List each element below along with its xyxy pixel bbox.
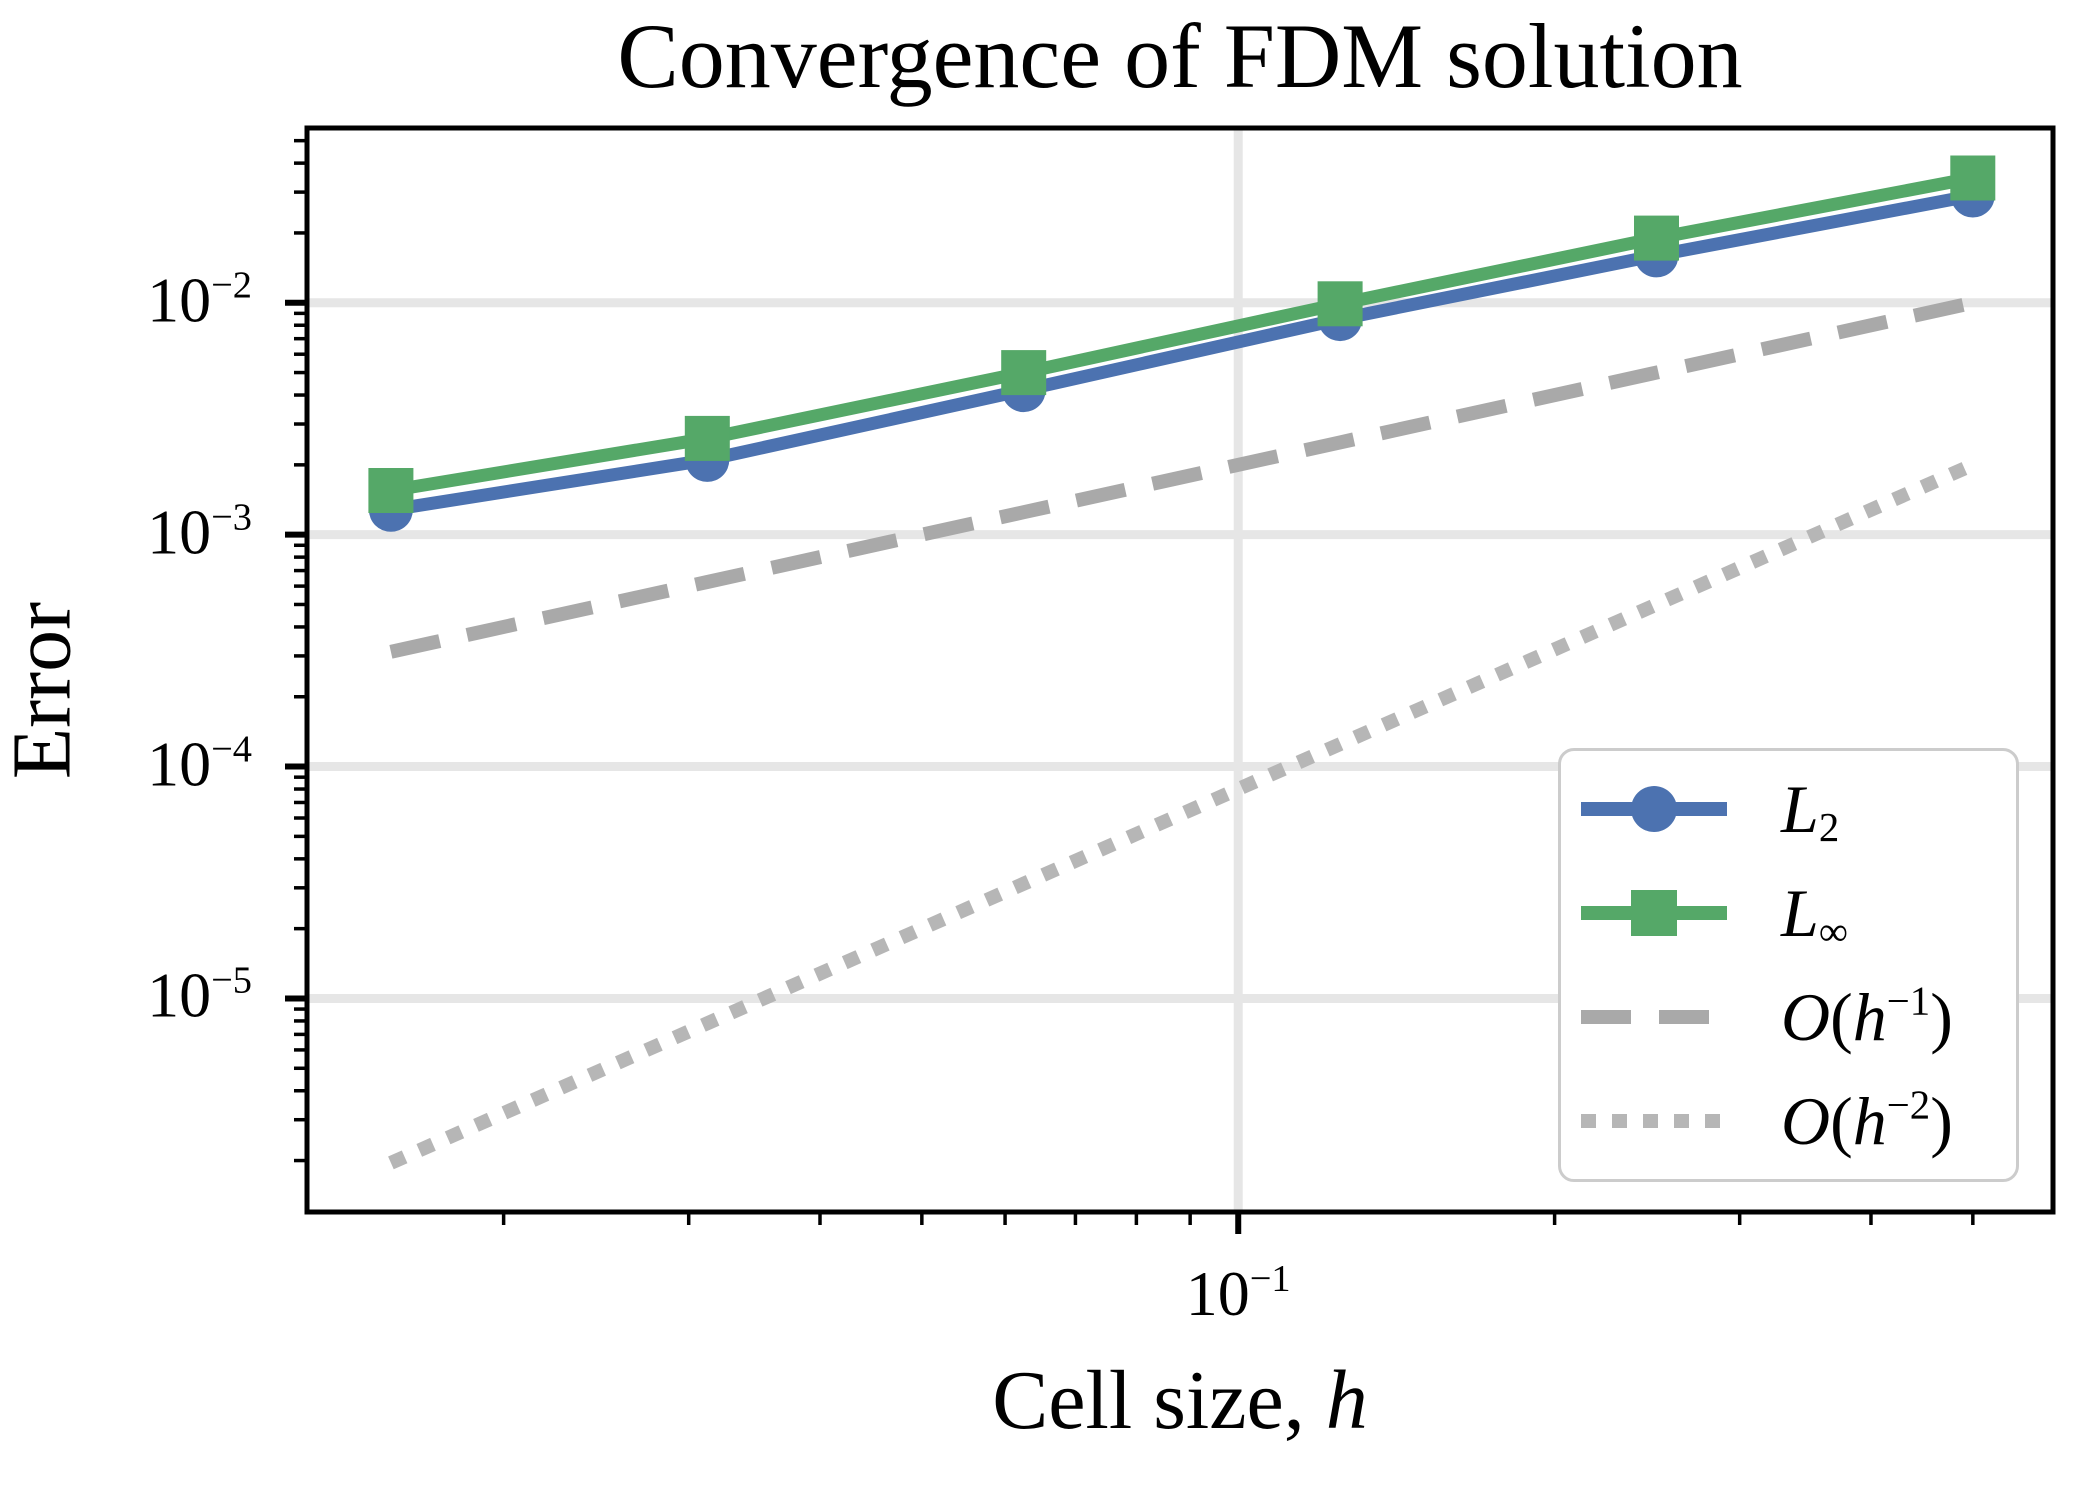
x-tick-label: 10−1: [1185, 1258, 1291, 1329]
order2-guide-line: [388, 458, 1976, 1170]
legend-sample: [1579, 881, 1729, 945]
linf-marker: [1317, 281, 1363, 327]
legend-item-label: O(h−2): [1781, 1082, 1953, 1159]
legend-item: O(h−1): [1561, 965, 2016, 1069]
chart-title: Convergence of FDM solution: [617, 5, 1743, 107]
legend-item-label: L2: [1781, 771, 1840, 850]
legend-sample: [1579, 985, 1729, 1049]
legend-sample-marker: [1631, 890, 1677, 936]
y-tick-label: 10−5: [147, 959, 252, 1031]
linf-marker: [684, 415, 730, 461]
plot-area-border: [304, 125, 2056, 1215]
legend-item: O(h−2): [1561, 1069, 2016, 1173]
linf-marker: [1950, 155, 1996, 201]
legend-sample: [1579, 777, 1729, 841]
y-tick-label: 10−3: [147, 496, 252, 568]
x-axis-label: Cell size, h: [992, 1354, 1368, 1447]
legend: L2 L∞ O(h−1) O(h−2): [1558, 748, 2019, 1182]
legend-item-label: O(h−1): [1781, 978, 1953, 1055]
legend-item-label: L∞: [1781, 875, 1848, 954]
y-tick-label: 10−2: [147, 264, 252, 336]
y-tick-label: 10−4: [147, 727, 252, 799]
legend-item: L2: [1561, 757, 2016, 861]
order1-guide-line: [389, 295, 1975, 659]
l2-line: [389, 189, 1975, 517]
legend-sample: [1579, 1089, 1729, 1153]
linf-marker: [1001, 350, 1047, 396]
legend-item: L∞: [1561, 861, 2016, 965]
linf-marker: [1634, 215, 1679, 261]
linf-marker: [368, 468, 414, 513]
legend-sample-marker: [1631, 786, 1677, 832]
linf-line: [389, 171, 1975, 497]
y-axis-label: Error: [0, 601, 89, 780]
